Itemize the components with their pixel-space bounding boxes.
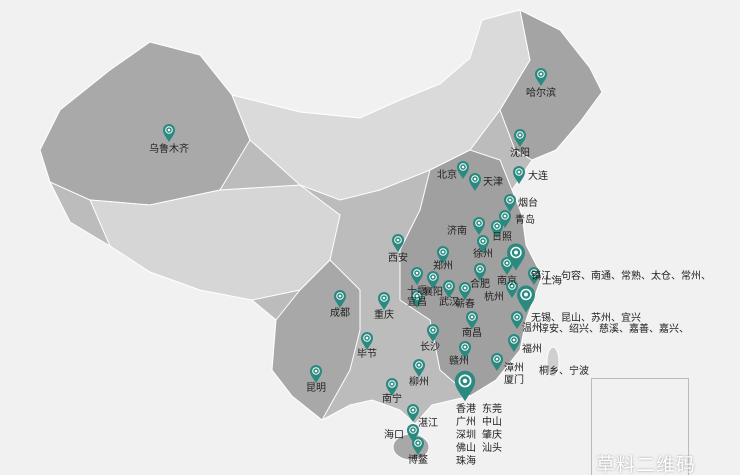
guangdong-group-label: 香港 东莞 广州 中山 深圳 肇庆 佛山 汕头 珠海: [456, 403, 502, 468]
map-pin-icon[interactable]: [504, 194, 516, 212]
map-pin-icon[interactable]: [514, 129, 526, 147]
city-label: 毕节: [357, 349, 377, 360]
city-label: 乌鲁木齐: [149, 144, 189, 155]
city-label: 北京: [437, 170, 457, 181]
map-pin-icon[interactable]: [427, 271, 439, 289]
city-label: 珠海: [456, 456, 476, 467]
map-pin-icon[interactable]: [378, 292, 390, 310]
city-label: 郑州: [433, 261, 453, 272]
city-label: 博鳌: [408, 455, 428, 466]
region-xinjiang: [39, 41, 251, 206]
map-pin-icon-jiangsu-group[interactable]: [507, 243, 525, 271]
map-pin-icon[interactable]: [535, 68, 547, 86]
city-label: 南昌: [462, 328, 482, 339]
map-pin-icon[interactable]: [466, 311, 478, 329]
map-pin-icon[interactable]: [163, 124, 175, 142]
city-label: 赣州: [449, 356, 469, 367]
city-label: 哈尔滨: [526, 88, 556, 99]
city-label: 昆明: [306, 383, 326, 394]
map-pin-icon[interactable]: [491, 353, 503, 371]
map-pin-icon[interactable]: [506, 280, 518, 298]
map-pin-icon[interactable]: [407, 424, 419, 442]
city-label: 日照: [492, 232, 512, 243]
city-label: 青岛: [515, 215, 535, 226]
city-label: 大连: [528, 171, 548, 182]
city-label: 杭州: [484, 292, 504, 303]
map-pin-icon[interactable]: [443, 280, 455, 298]
city-label: 湛江: [418, 418, 438, 429]
city-label: 南宁: [382, 394, 402, 405]
city-label: 沈阳: [510, 148, 530, 159]
city-label: 佛山: [456, 443, 476, 454]
city-label: 深圳: [456, 430, 476, 441]
map-pin-icon[interactable]: [457, 161, 469, 179]
south-china-sea-inset: [591, 378, 689, 475]
map-pin-icon[interactable]: [386, 378, 398, 396]
city-label: 成都: [330, 308, 350, 319]
city-label: 合肥: [470, 279, 490, 290]
city-label: 徐州: [473, 249, 493, 260]
map-pin-icon[interactable]: [499, 210, 511, 228]
map-pin-icon[interactable]: [477, 235, 489, 253]
zhejiang-group-label: 淳安、绍兴、慈溪、嘉善、嘉兴、 桐乡、宁波: [539, 324, 689, 377]
map-pin-icon[interactable]: [473, 217, 485, 235]
map-pin-icon[interactable]: [411, 290, 423, 308]
city-label: 武汉: [439, 297, 459, 308]
map-pin-icon[interactable]: [334, 290, 346, 308]
city-label: 重庆: [374, 310, 394, 321]
city-label: 香港: [456, 404, 476, 415]
map-pin-icon[interactable]: [392, 234, 404, 252]
map-pin-icon[interactable]: [459, 282, 471, 300]
city-label: 柳州: [409, 377, 429, 388]
city-label: 长沙: [420, 342, 440, 353]
city-label: 福州: [522, 344, 542, 355]
map-pin-icon[interactable]: [459, 341, 471, 359]
city-label: 厦门: [504, 375, 524, 386]
map-pin-icon-guangdong-group[interactable]: [454, 370, 476, 402]
map-pin-icon[interactable]: [407, 404, 419, 422]
map-pin-icon[interactable]: [310, 365, 322, 383]
map-pin-icon[interactable]: [469, 173, 481, 191]
city-label: 宜昌: [407, 297, 427, 308]
city-label: 蕲春: [455, 299, 475, 310]
taiwan: [546, 346, 560, 378]
city-label: 肇庆: [482, 430, 502, 441]
city-label: 西安: [388, 253, 408, 264]
city-label: 上海: [542, 276, 562, 287]
city-label: 海口: [384, 430, 404, 441]
city-label: 温州: [522, 323, 542, 334]
city-label: 汕头: [482, 443, 502, 454]
map-pin-icon[interactable]: [491, 220, 503, 238]
city-label: 东莞: [482, 404, 502, 415]
map-pin-icon[interactable]: [427, 324, 439, 342]
jiangsu-group-label: 镇江、句容、南通、常熟、太仓、常州、 无锡、昆山、苏州、宜兴: [531, 271, 711, 324]
watermark: 草料二维码: [596, 454, 697, 475]
city-label: 襄阳: [423, 287, 443, 298]
city-label: 中山: [482, 417, 502, 428]
map-pin-icon[interactable]: [528, 267, 540, 285]
map-pin-icon[interactable]: [361, 332, 373, 350]
region-northeast: [499, 9, 603, 161]
map-pin-icon[interactable]: [437, 246, 449, 264]
map-pin-icon[interactable]: [508, 334, 520, 352]
map-pin-icon[interactable]: [513, 166, 525, 184]
map-pin-icon[interactable]: [511, 311, 523, 329]
map-pin-icon[interactable]: [501, 257, 513, 275]
city-label: 天津: [483, 177, 503, 188]
city-label: 济南: [447, 226, 467, 237]
map-pin-icon[interactable]: [411, 267, 423, 285]
city-label: 广州: [456, 417, 476, 428]
city-label: 十堰: [407, 286, 427, 297]
map-pin-icon-zhejiang-group[interactable]: [517, 285, 535, 313]
city-label: 南京: [497, 276, 517, 287]
map-pin-icon[interactable]: [412, 437, 424, 455]
city-label: 漳州: [504, 363, 524, 374]
map-pin-icon[interactable]: [413, 359, 425, 377]
map-pin-icon[interactable]: [474, 263, 486, 281]
city-label: 烟台: [518, 198, 538, 209]
